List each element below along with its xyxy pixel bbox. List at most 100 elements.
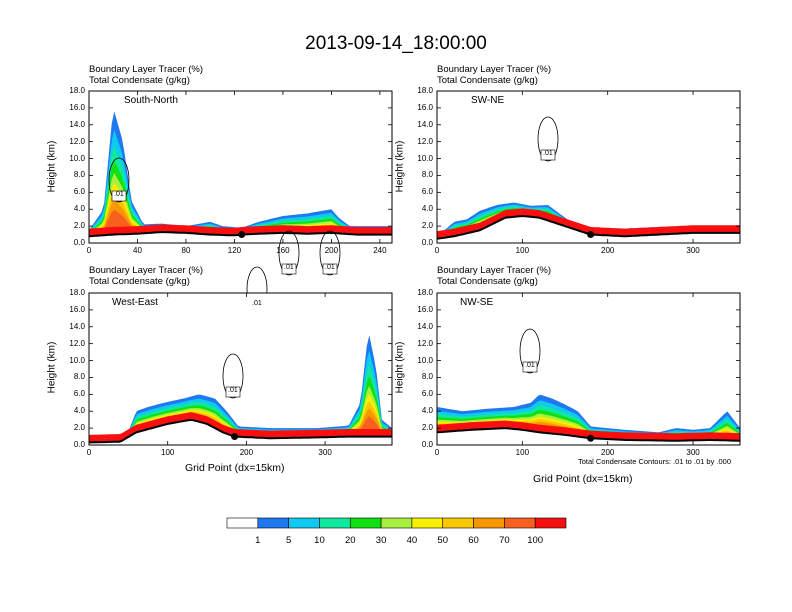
panel4-name-label: NW-SE [460, 297, 494, 308]
panel3-terrain-line [88, 418, 392, 444]
panel4-ytick-label: 18.0 [417, 288, 433, 297]
panel3-xlabel: Grid Point (dx=15km) [185, 462, 285, 474]
panel1-ytick-label: 6.0 [73, 187, 85, 197]
panel2-ytick-label: 16.0 [417, 102, 433, 112]
panel2-ytick-label: 12.0 [417, 136, 433, 146]
panel1-ytick-label: 2.0 [73, 221, 85, 231]
panel4-ytick-label: 10.0 [417, 355, 433, 365]
panel1-ytick-label: 12.0 [69, 136, 85, 146]
panel1-ytick-label: 14.0 [69, 119, 85, 129]
panel4-frame [436, 292, 741, 446]
panel3-ytick-label: 16.0 [69, 304, 85, 314]
panel4-ytick-label: 12.0 [417, 338, 433, 348]
panel1-title-line2: Total Condensate (g/kg) [89, 75, 190, 86]
panel1-tracer-band-4 [89, 160, 392, 243]
panel2-ytick-label: 18.0 [417, 86, 433, 95]
panel1-ytick-label: 8.0 [73, 170, 85, 180]
colorbar-segment [226, 517, 259, 529]
panel2-ytick-label: 8.0 [421, 170, 433, 180]
panel3-condensate-contour-1 [222, 353, 244, 399]
panel3-ytick-label: 2.0 [73, 423, 85, 433]
panel1-contour-label: .01 [114, 191, 124, 198]
panel1-xtick-label: 80 [181, 246, 191, 255]
colorbar-label: 50 [437, 535, 448, 546]
panel3-xtick-label: 100 [161, 448, 175, 457]
panel4-ytick-label: 4.0 [421, 406, 433, 416]
colorbar-segment [288, 517, 320, 529]
panel2-contour-label: .01 [543, 150, 553, 157]
panel1-contour-label: .01 [325, 264, 335, 271]
colorbar-segment [257, 517, 289, 529]
panel2-terrain [437, 216, 740, 243]
panel1-ytick-label: 4.0 [73, 204, 85, 214]
colorbar-label: 60 [468, 535, 479, 546]
colorbar-segment [473, 517, 505, 529]
panel1-title-line1: Boundary Layer Tracer (%) [89, 64, 204, 75]
panel3-ytick-label: 4.0 [73, 406, 85, 416]
panel2-ytick-label: 0.0 [421, 238, 433, 247]
panel1-ytick-label: 0.0 [73, 238, 85, 247]
panel1-contour-label-box [281, 263, 297, 275]
panel2-contour-label-box [540, 149, 556, 161]
colorbar-segment [349, 517, 382, 529]
colorbar-label: 70 [499, 535, 510, 546]
panel1-xtick-label: 240 [373, 246, 387, 255]
panel3-ytick-label: 18.0 [69, 288, 85, 297]
panel2-ytick-label: 10.0 [417, 153, 433, 163]
panel3-contour-label-box [225, 386, 241, 398]
panel3-contour-label: .01 [228, 387, 238, 394]
panel2-xtick-label: 0 [434, 246, 440, 255]
panel1-tracer-band-3 [89, 145, 392, 243]
colorbar-segment [504, 517, 536, 529]
panel3-xtick-label: 0 [86, 448, 92, 457]
panel1-xtick-label: 160 [276, 246, 290, 255]
panel1-ytick-label: 10.0 [69, 153, 85, 163]
panel4-condensate-contour-1 [519, 328, 541, 374]
colorbar-label: 100 [527, 535, 544, 546]
panel3-title-line2: Total Condensate (g/kg) [89, 276, 190, 287]
panel4-contour-label: .01 [525, 362, 535, 369]
panel2-name-label: SW-NE [471, 95, 505, 106]
colorbar-segment [411, 517, 444, 529]
panel3-frame [88, 292, 393, 446]
panel2-ytick-label: 14.0 [417, 119, 433, 129]
panel3-title-line1: Boundary Layer Tracer (%) [89, 265, 204, 276]
panel3-name-label: West-East [112, 297, 158, 308]
panel1-ytick-label: 18.0 [69, 86, 85, 95]
panel4-ytick-label: 14.0 [417, 321, 433, 331]
panel4-title: Boundary Layer Tracer (%) Total Condensa… [437, 265, 551, 287]
panel1-xtick-label: 0 [86, 246, 92, 255]
panel4-ytick-label: 0.0 [421, 440, 433, 449]
panel1-condensate-contour-4 [319, 230, 341, 276]
panel2-title-line1: Boundary Layer Tracer (%) [437, 64, 552, 75]
panel1-ytick-label: 16.0 [69, 102, 85, 112]
panel3-xtick-label: 300 [318, 448, 332, 457]
colorbar-label: 40 [406, 535, 418, 546]
panel2-ytick-label: 4.0 [421, 204, 433, 214]
panel1-location-marker [238, 231, 246, 239]
panel3-ytick-label: 10.0 [69, 355, 85, 365]
panel2-location-marker [587, 231, 595, 239]
colorbar-label: 5 [285, 535, 292, 546]
panel4-title-line2: Total Condensate (g/kg) [437, 276, 538, 287]
panel3-ytick-label: 0.0 [73, 440, 85, 449]
panel3-xtick-label: 200 [239, 448, 254, 457]
panel2-ytick-label: 6.0 [421, 187, 433, 197]
panel2-xtick-label: 200 [601, 246, 615, 255]
panel3-location-marker [231, 433, 239, 441]
panel4-xtick-label: 0 [434, 448, 440, 457]
panel2-xtick-label: 100 [515, 246, 530, 255]
colorbar-label: 10 [314, 535, 325, 546]
colorbar-label: 30 [375, 535, 387, 546]
panel3-ytick-label: 6.0 [73, 389, 85, 399]
panel3-ytick-label: 12.0 [69, 338, 85, 348]
panel4-xtick-label: 100 [515, 448, 530, 457]
panel1-condensate-contour-3 [278, 230, 300, 276]
panel1-contour-label: .01 [284, 264, 294, 271]
panel3-title: Boundary Layer Tracer (%) Total Condensa… [89, 265, 203, 287]
panel3-ytick-label: 14.0 [69, 321, 85, 331]
figure-title: 2013-09-14_18:00:00 [305, 33, 487, 54]
panel1-condensate-contour-1 [108, 157, 130, 203]
panel1-frame [88, 90, 393, 244]
